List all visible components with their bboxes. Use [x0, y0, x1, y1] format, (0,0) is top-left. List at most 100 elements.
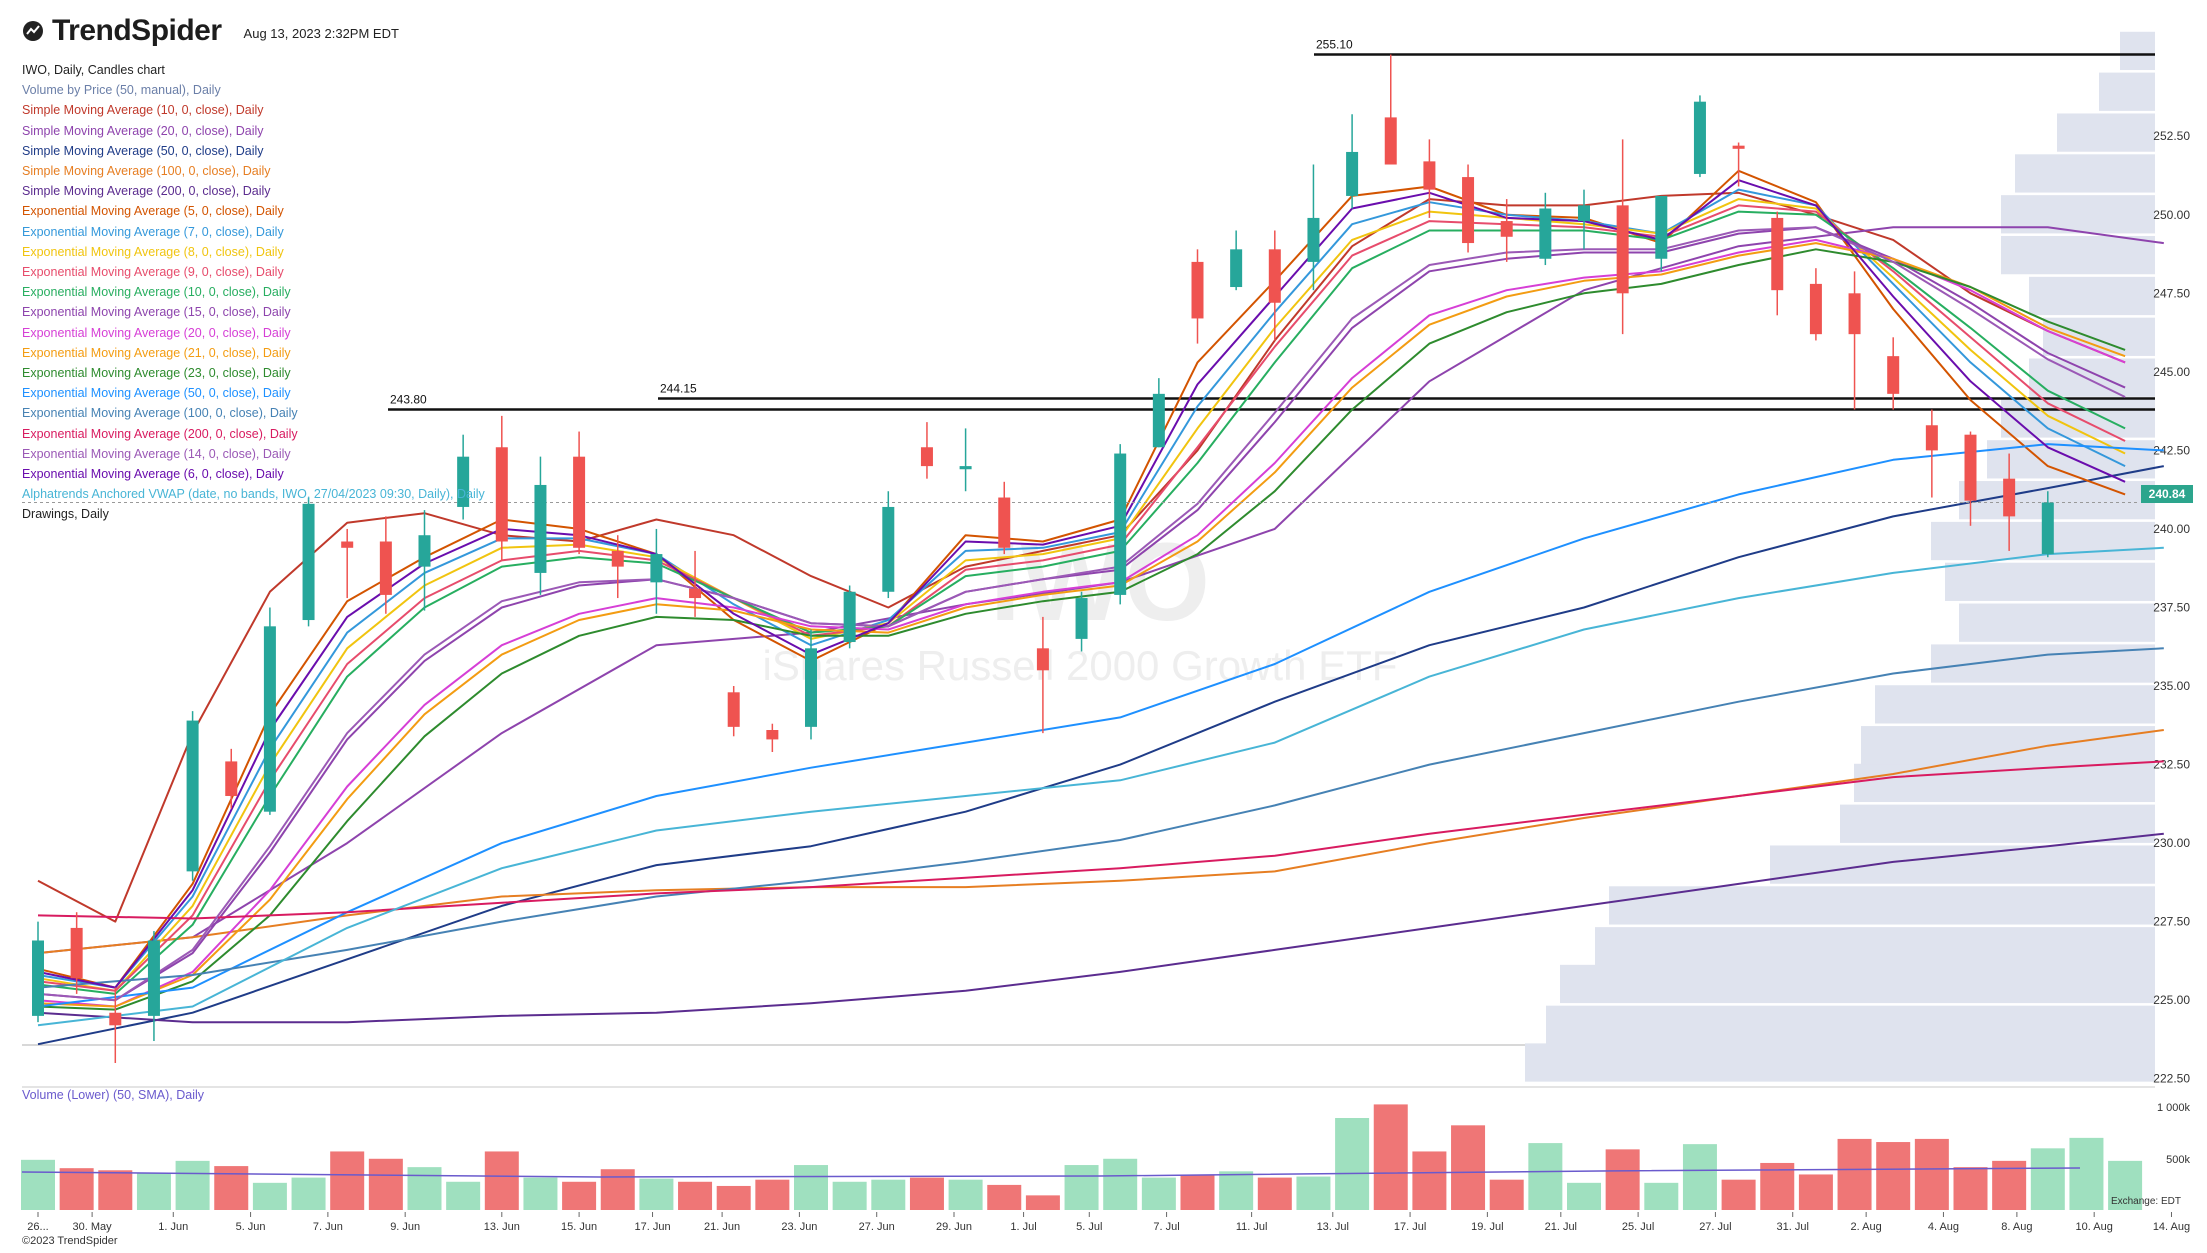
- last-price-tag: 240.84: [2141, 485, 2193, 503]
- volume-bar: [871, 1179, 906, 1210]
- legend-item[interactable]: Simple Moving Average (100, 0, close), D…: [22, 164, 271, 179]
- volume-bar: [1682, 1144, 1717, 1210]
- legend-item[interactable]: Exponential Moving Average (8, 0, close)…: [22, 244, 284, 259]
- x-tick-label: 8. Aug: [2001, 1221, 2032, 1233]
- volume-bar: [1373, 1104, 1408, 1210]
- candle-body: [959, 466, 972, 470]
- volume-bar: [2069, 1137, 2104, 1210]
- candle-body: [1693, 101, 1706, 174]
- candle-body: [689, 588, 702, 599]
- moving-average-line: [37, 443, 2164, 1008]
- x-tick-label: 13. Jun: [484, 1221, 520, 1233]
- x-tick-label: 4. Aug: [1928, 1221, 1959, 1233]
- candle-body: [650, 554, 663, 583]
- volume-bar: [21, 1159, 55, 1210]
- legend-item[interactable]: Exponential Moving Average (15, 0, close…: [22, 305, 291, 320]
- legend-item[interactable]: Exponential Moving Average (10, 0, close…: [22, 285, 291, 300]
- volume-profile-bar: [1959, 481, 2155, 520]
- legend-item[interactable]: Exponential Moving Average (7, 0, close)…: [22, 224, 284, 239]
- legend-item[interactable]: Simple Moving Average (200, 0, close), D…: [22, 184, 271, 199]
- candle-body: [1268, 249, 1281, 303]
- volume-bar: [1798, 1174, 1833, 1210]
- candle-body: [1964, 434, 1977, 501]
- volume-bar: [59, 1168, 94, 1210]
- candle-body: [457, 456, 470, 507]
- volume-bar: [2108, 1160, 2143, 1210]
- legend-item[interactable]: Exponential Moving Average (5, 0, close)…: [22, 204, 284, 219]
- y-tick-label: 245.00: [2153, 365, 2190, 379]
- volume-bar: [1914, 1138, 1949, 1210]
- legend-item[interactable]: Exponential Moving Average (21, 0, close…: [22, 345, 291, 360]
- x-tick-label: 5. Jun: [236, 1221, 266, 1233]
- legend-item[interactable]: Simple Moving Average (10, 0, close), Da…: [22, 103, 264, 118]
- candle-body: [1152, 393, 1165, 448]
- candle-body: [1346, 151, 1359, 196]
- volume-bar: [1412, 1151, 1447, 1210]
- volume-profile-bar: [1945, 562, 2155, 601]
- legend-item[interactable]: Exponential Moving Average (200, 0, clos…: [22, 426, 298, 441]
- candle-body: [2003, 478, 2016, 517]
- x-tick-label: 27. Jul: [1699, 1221, 1731, 1233]
- legend-item[interactable]: Simple Moving Average (50, 0, close), Da…: [22, 143, 264, 158]
- volume-bar: [1296, 1176, 1331, 1210]
- legend-item[interactable]: Exponential Moving Average (9, 0, close)…: [22, 265, 284, 280]
- y-tick-label: 222.50: [2153, 1072, 2190, 1086]
- legend-item[interactable]: Exponential Moving Average (50, 0, close…: [22, 386, 291, 401]
- volume-bar: [1721, 1179, 1756, 1210]
- legend-item[interactable]: Exponential Moving Average (100, 0, clos…: [22, 406, 298, 421]
- moving-average-line: [37, 546, 2164, 1027]
- volume-bar: [987, 1184, 1022, 1210]
- candle-body: [998, 497, 1011, 548]
- x-tick-label: 21. Jun: [704, 1221, 740, 1233]
- volume-bar: [2030, 1148, 2065, 1210]
- candle-body: [1771, 217, 1784, 291]
- candle-body: [1191, 261, 1204, 319]
- candle-body: [1230, 249, 1243, 288]
- header: TrendSpider Aug 13, 2023 2:32PM EDT: [22, 14, 399, 48]
- legend-item[interactable]: Exponential Moving Average (23, 0, close…: [22, 366, 291, 381]
- y-tick-label: 230.00: [2153, 836, 2190, 850]
- y-tick-label: 232.50: [2153, 758, 2190, 772]
- legend-item[interactable]: Exponential Moving Average (20, 0, close…: [22, 325, 291, 340]
- legend-item[interactable]: Volume by Price (50, manual), Daily: [22, 83, 221, 98]
- moving-average-line: [37, 465, 2164, 1046]
- y-tick-label: 252.50: [2153, 129, 2190, 143]
- volume-tick-label: 500k: [2166, 1154, 2190, 1166]
- x-tick-label: 23. Jun: [781, 1221, 817, 1233]
- horizontal-level-label: 244.15: [660, 382, 697, 396]
- volume-profile-bar: [2029, 358, 2155, 397]
- volume-profile-bar: [1609, 886, 2155, 925]
- candle-body: [2041, 502, 2054, 555]
- x-tick-label: 30. May: [73, 1221, 113, 1233]
- volume-profile-bar: [2001, 235, 2155, 275]
- candle-body: [1809, 283, 1822, 335]
- legend-item[interactable]: Exponential Moving Average (14, 0, close…: [22, 446, 291, 461]
- candle-body: [611, 550, 624, 567]
- volume-profile-bar: [1840, 804, 2155, 843]
- candle-body: [573, 456, 586, 548]
- volume-bar: [330, 1151, 365, 1210]
- volume-bar: [1257, 1177, 1292, 1210]
- volume-profile-bar: [2029, 276, 2155, 316]
- legend-item[interactable]: Drawings, Daily: [22, 507, 109, 522]
- legend-item[interactable]: Alphatrends Anchored VWAP (date, no band…: [22, 487, 485, 502]
- x-tick-label: 14. Aug: [2153, 1221, 2190, 1233]
- legend-item[interactable]: Exponential Moving Average (6, 0, close)…: [22, 467, 284, 482]
- volume-bar: [1064, 1165, 1099, 1210]
- volume-profile-bar: [1770, 845, 2155, 884]
- x-tick-label: 27. Jun: [859, 1221, 895, 1233]
- candle-body: [534, 484, 547, 573]
- volume-profile-bar: [2015, 154, 2155, 193]
- volume-bar: [1644, 1182, 1679, 1210]
- volume-bar: [523, 1177, 558, 1210]
- candle-body: [302, 503, 315, 621]
- x-tick-label: 9. Jun: [390, 1221, 420, 1233]
- legend-item[interactable]: Simple Moving Average (20, 0, close), Da…: [22, 123, 264, 138]
- volume-profile-bar: [1525, 1043, 2155, 1082]
- volume-bar: [794, 1165, 828, 1210]
- volume-bar: [1953, 1167, 1988, 1210]
- legend-item[interactable]: IWO, Daily, Candles chart: [22, 63, 165, 77]
- volume-bar: [1760, 1162, 1795, 1210]
- candle-body: [225, 761, 238, 796]
